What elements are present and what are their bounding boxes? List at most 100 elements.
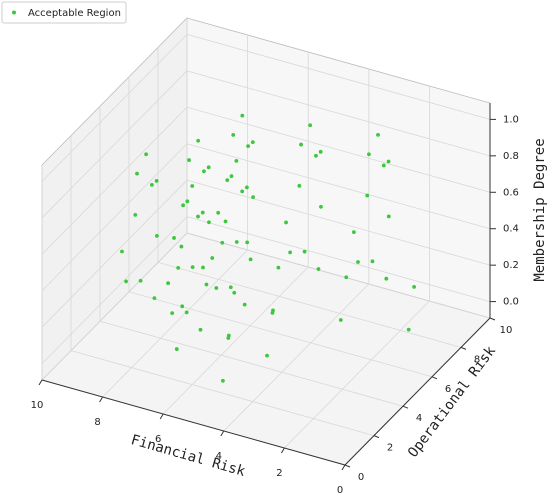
x-tick-label: 6 (155, 434, 161, 445)
point (220, 240, 225, 245)
point (356, 260, 360, 264)
point (338, 318, 343, 322)
point (201, 265, 205, 270)
grid-line (186, 34, 491, 120)
grid-line (41, 34, 188, 182)
point (120, 249, 124, 254)
point (276, 265, 281, 270)
y-tick-label: 10 (500, 325, 513, 336)
grid-line (186, 106, 491, 193)
point (124, 279, 128, 284)
point (144, 152, 149, 157)
point (316, 267, 321, 271)
grid-line (186, 179, 491, 266)
z-tick-label: 0.4 (503, 224, 519, 235)
x-tick (38, 379, 43, 386)
x-tick-label: 2 (276, 468, 282, 479)
point (138, 278, 143, 283)
grid-line (41, 216, 188, 364)
grid-line (186, 143, 491, 230)
grid-line (70, 350, 375, 436)
x-tick (159, 413, 164, 420)
point (308, 123, 313, 128)
y-tick-label: 2 (387, 443, 393, 454)
grid-line (41, 232, 188, 381)
z-tick-label: 0.8 (503, 151, 519, 162)
point (367, 152, 371, 157)
point (246, 144, 251, 149)
point (234, 240, 239, 244)
point (240, 189, 245, 194)
grid-line (157, 262, 462, 348)
y-tick (344, 464, 351, 468)
point (220, 378, 225, 383)
point (288, 250, 293, 255)
point (314, 153, 318, 158)
x-tick-label: 0 (337, 485, 343, 496)
point (204, 282, 209, 287)
point (181, 203, 186, 208)
z-tick-label: 0.2 (503, 260, 519, 271)
point (365, 193, 370, 198)
point (228, 285, 233, 290)
point (216, 210, 221, 215)
point (150, 182, 154, 187)
point (198, 327, 203, 332)
legend-box (1, 1, 127, 24)
axes: 0 2 4 6 8 10 0 2 4 6 8 10 0.0 0.2 0.4 0.6 0.8 1.0 (31, 103, 519, 496)
point (166, 281, 170, 286)
point (210, 256, 215, 260)
legend-marker (12, 10, 16, 15)
point (190, 184, 195, 188)
point (412, 285, 416, 289)
grid-line (41, 179, 188, 328)
grid-line (186, 232, 491, 319)
y-tick (373, 435, 380, 439)
point (187, 158, 191, 162)
x-axis-title: Financial Risk (129, 432, 247, 480)
x-tick-label: 10 (31, 400, 44, 411)
point (184, 310, 189, 315)
point (179, 244, 184, 249)
x-axis-line (41, 379, 346, 466)
y-tick-label: 0 (358, 472, 364, 483)
z-tick-label: 1.0 (503, 114, 519, 125)
point (207, 220, 211, 225)
point (174, 347, 179, 351)
point (172, 236, 176, 240)
grid-line (99, 320, 404, 407)
point (376, 132, 380, 137)
points (120, 113, 416, 383)
point (344, 275, 349, 280)
y-tick-label: 8 (474, 354, 480, 365)
point (297, 183, 302, 188)
grid-line (223, 283, 370, 432)
point (155, 233, 159, 238)
point (351, 230, 356, 235)
point (170, 311, 175, 316)
point (250, 140, 255, 145)
point (406, 327, 411, 332)
point (302, 249, 307, 254)
x-tick (99, 396, 104, 403)
point (154, 178, 159, 183)
x-tick (280, 447, 285, 454)
point (244, 185, 249, 190)
point (319, 204, 323, 209)
grid-line (128, 291, 433, 378)
point (318, 149, 323, 154)
grid-line (41, 106, 188, 255)
point (180, 304, 185, 309)
point (206, 165, 211, 170)
z-tick-label: 0.0 (503, 297, 519, 308)
point (190, 265, 195, 270)
x-tick-label: 8 (94, 417, 100, 428)
point (226, 336, 231, 340)
y-tick (402, 405, 409, 409)
point (284, 220, 288, 225)
x-tick-label: 4 (216, 451, 222, 462)
point (152, 296, 157, 300)
point (265, 353, 269, 358)
legend-label: Acceptable Region (28, 8, 121, 19)
